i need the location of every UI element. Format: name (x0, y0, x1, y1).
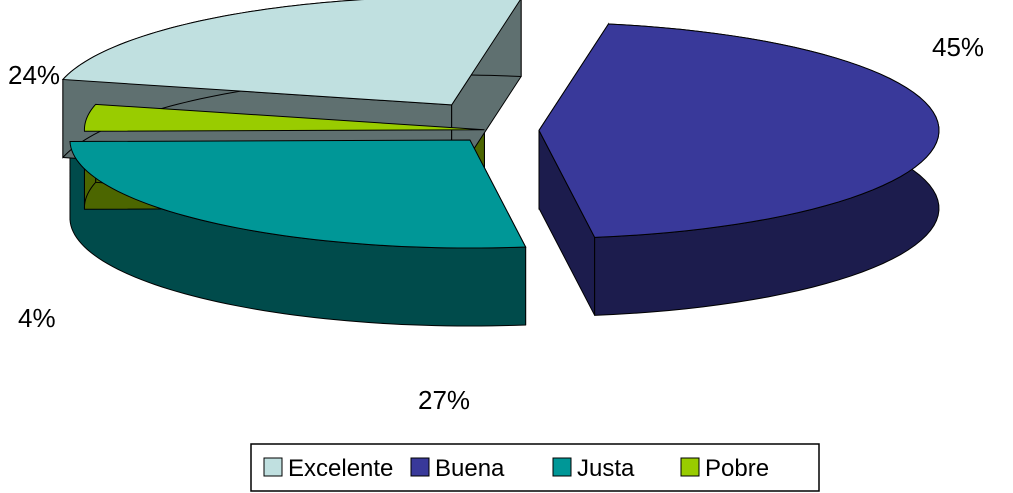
data-label-justa: 27% (418, 385, 470, 415)
slice-justa (69, 139, 527, 249)
legend-frame (250, 443, 820, 492)
slice-buena (538, 23, 940, 238)
data-label-excelente: 24% (8, 60, 60, 90)
slice-excelente (61, 0, 521, 106)
legend-label-pobre: Pobre (705, 455, 769, 482)
pie-tops (61, 0, 940, 249)
legend-swatch-pobre (680, 457, 700, 477)
data-label-pobre: 4% (18, 303, 56, 333)
legend-label-buena: Buena (435, 455, 505, 482)
legend-swatch-justa (552, 457, 572, 477)
legend-swatch-buena (410, 457, 430, 477)
slice-pobre (83, 103, 485, 132)
legend-swatch-excelente (263, 457, 283, 477)
legend-label-justa: Justa (577, 455, 635, 482)
data-label-buena: 45% (932, 32, 984, 62)
legend-label-excelente: Excelente (288, 455, 393, 482)
legend: Excelente Buena Justa Pobre (250, 443, 820, 492)
